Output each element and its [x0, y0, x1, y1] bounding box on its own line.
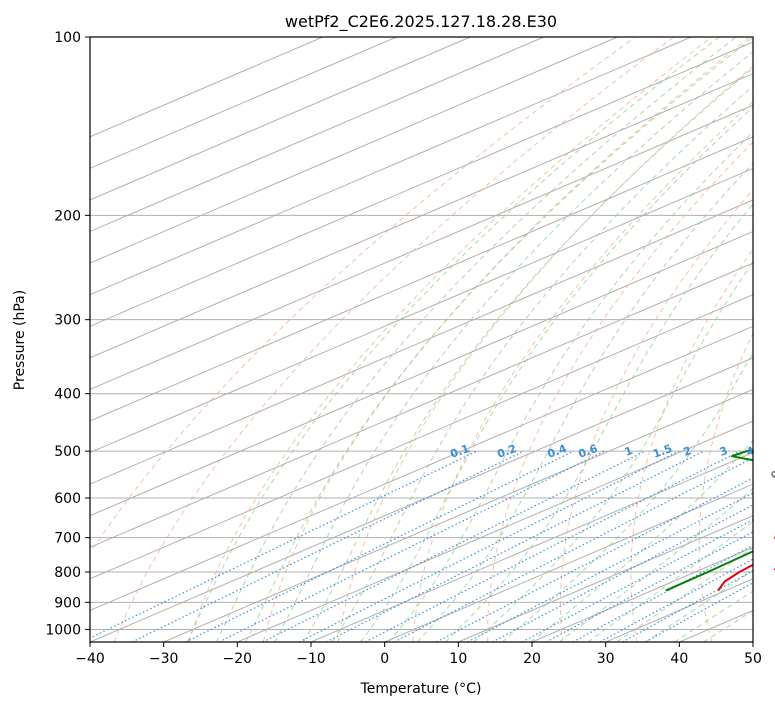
mixing-ratio-line [599, 558, 753, 642]
isotherm-line [163, 388, 753, 642]
mixing-ratio-label: 0.1 [449, 442, 472, 461]
y-tick-label: 700 [54, 531, 81, 547]
moist-adiabat [302, 67, 753, 642]
x-tick-label: −20 [223, 651, 253, 667]
isotherm-line [90, 199, 753, 485]
dry-adiabat [113, 37, 674, 642]
isotherm-line [90, 73, 753, 359]
isotherm-label: 30 [772, 557, 775, 577]
mixing-ratio-label: 0.2 [495, 442, 518, 461]
chart-title: wetPf2_C2E6.2025.127.18.28.E30 [285, 12, 557, 32]
mixing-ratio-label: 1 [623, 444, 635, 459]
isotherm-line [90, 325, 753, 611]
mixing-ratio-line [218, 450, 605, 642]
y-tick-label: 200 [54, 208, 81, 224]
x-tick-label: −10 [296, 651, 326, 667]
x-tick-label: 30 [597, 651, 615, 667]
isotherm-line [90, 230, 753, 517]
x-axis-ticks: −40 −30 −20 −10 0 10 20 30 40 50 [75, 642, 762, 667]
dry-adiabat [90, 37, 636, 555]
isotherm-label: 0 [768, 468, 775, 482]
y-tick-label: 600 [54, 491, 81, 507]
x-tick-label: 0 [380, 651, 389, 667]
moist-adiabat [645, 569, 753, 642]
mixing-ratio-line [298, 450, 680, 642]
y-tick-label: 800 [54, 565, 81, 581]
dry-adiabat [630, 248, 753, 642]
y-tick-label: 400 [54, 387, 81, 403]
y-tick-label: 1000 [45, 622, 81, 638]
dry-adiabat [188, 37, 713, 642]
isotherm-line [90, 37, 618, 264]
plot-frame [89, 36, 754, 643]
moist-adiabat [501, 351, 753, 642]
y-axis-ticks: 100 200 300 400 500 600 700 800 900 1000 [45, 30, 90, 638]
x-axis-label: Temperature (°C) [360, 681, 482, 697]
moist-adiabat [360, 106, 753, 642]
isotherm-line [90, 41, 753, 327]
mixing-ratio-line [572, 544, 753, 642]
isotherm-label: 20 [771, 525, 775, 545]
mixing-ratio-label: 4 [745, 444, 757, 459]
mixing-ratio-line [467, 492, 753, 642]
y-tick-label: 500 [54, 444, 81, 460]
mixing-ratio-line [644, 582, 753, 642]
mixing-ratio-label: 2 [682, 444, 694, 459]
y-tick-label: 300 [54, 313, 81, 329]
dry-adiabat [337, 65, 753, 642]
isotherm-line [90, 104, 753, 390]
isotherm-line [90, 136, 753, 422]
x-tick-label: 10 [449, 651, 467, 667]
moist-adiabat [530, 439, 753, 642]
mixing-ratio-line [185, 450, 574, 642]
dry-adiabat [560, 188, 753, 642]
x-tick-label: 50 [744, 651, 762, 667]
y-tick-label: 900 [54, 595, 81, 611]
isotherm-line [384, 483, 753, 642]
isotherm-line [90, 37, 692, 296]
x-tick-label: −40 [75, 651, 105, 667]
mixing-ratio-line [262, 450, 646, 642]
moist-adiabat [245, 37, 753, 642]
y-tick-label: 100 [54, 30, 81, 46]
background-lines [90, 37, 753, 642]
dry-adiabat [698, 332, 753, 642]
isotherm-line [458, 515, 753, 642]
mixing-ratio-line [436, 477, 753, 642]
moist-adiabat [416, 162, 753, 642]
isotherm-line [90, 37, 545, 233]
y-axis-label: Pressure (hPa) [12, 290, 28, 390]
plot-area [90, 37, 753, 642]
mixing-ratio-line [325, 450, 704, 642]
isotherm-line [90, 167, 753, 454]
moist-adiabat [331, 85, 753, 642]
mixing-ratio-label: 3 [718, 444, 730, 459]
mixing-ratio-label: 1.5 [651, 442, 674, 461]
mixing-ratio-label: 0.4 [546, 442, 569, 461]
x-tick-label: 20 [523, 651, 541, 667]
moist-adiabat [473, 260, 753, 642]
mixing-ratio-line [131, 450, 525, 642]
isotherm-line [90, 37, 397, 169]
mixing-ratio-line [622, 570, 753, 642]
moist-adiabat [274, 51, 753, 642]
mixing-ratio-label: 0.6 [577, 442, 600, 461]
x-tick-label: −30 [149, 651, 179, 667]
isotherm-line [90, 294, 753, 580]
moist-adiabat [216, 37, 737, 642]
x-tick-label: 40 [670, 651, 688, 667]
mixing-ratio-line [365, 450, 741, 642]
moist-adiabat [587, 520, 753, 642]
moist-adiabat [186, 37, 720, 642]
isotherm-line [310, 452, 753, 642]
line-labels: 0.10.20.40.611.52346810131620253036-100-… [449, 442, 775, 577]
isotherm-line [237, 420, 753, 642]
moist-adiabat [388, 131, 753, 642]
isotherm-line [90, 37, 471, 201]
moist-adiabat [445, 203, 753, 642]
